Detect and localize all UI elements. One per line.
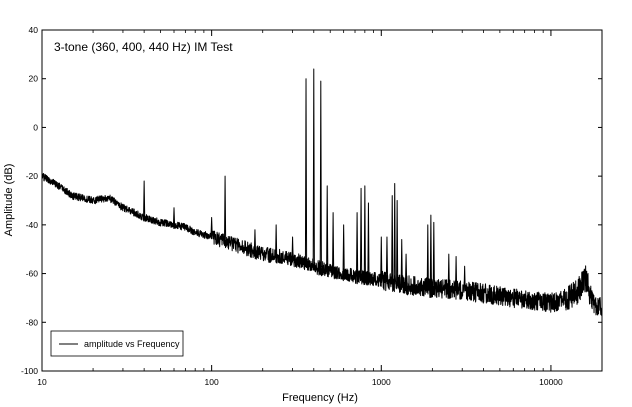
chart-title: 3-tone (360, 400, 440 Hz) IM Test [54,40,233,54]
plot-frame [41,29,603,372]
y-tick-label: 20 [29,74,39,84]
y-tick-label: 0 [33,122,38,132]
y-tick-label: -80 [26,317,39,327]
legend-label: amplitude vs Frequency [84,339,180,349]
y-tick-label: 40 [29,25,39,35]
legend: amplitude vs Frequency [50,330,184,357]
y-axis-label: Amplitude (dB) [3,164,15,237]
x-tick-label: 10000 [539,377,563,387]
x-tick-label: 100 [205,377,219,387]
plot-area [41,68,603,318]
x-axis-label: Frequency (Hz) [282,392,358,404]
y-tick-label: -40 [26,220,39,230]
series-line-amplitude [41,68,603,318]
y-tick-label: -20 [26,171,39,181]
x-tick-label: 1000 [372,377,391,387]
x-tick-label: 10 [37,377,47,387]
y-tick-label: -100 [21,366,38,376]
y-tick-label: -60 [26,269,39,279]
